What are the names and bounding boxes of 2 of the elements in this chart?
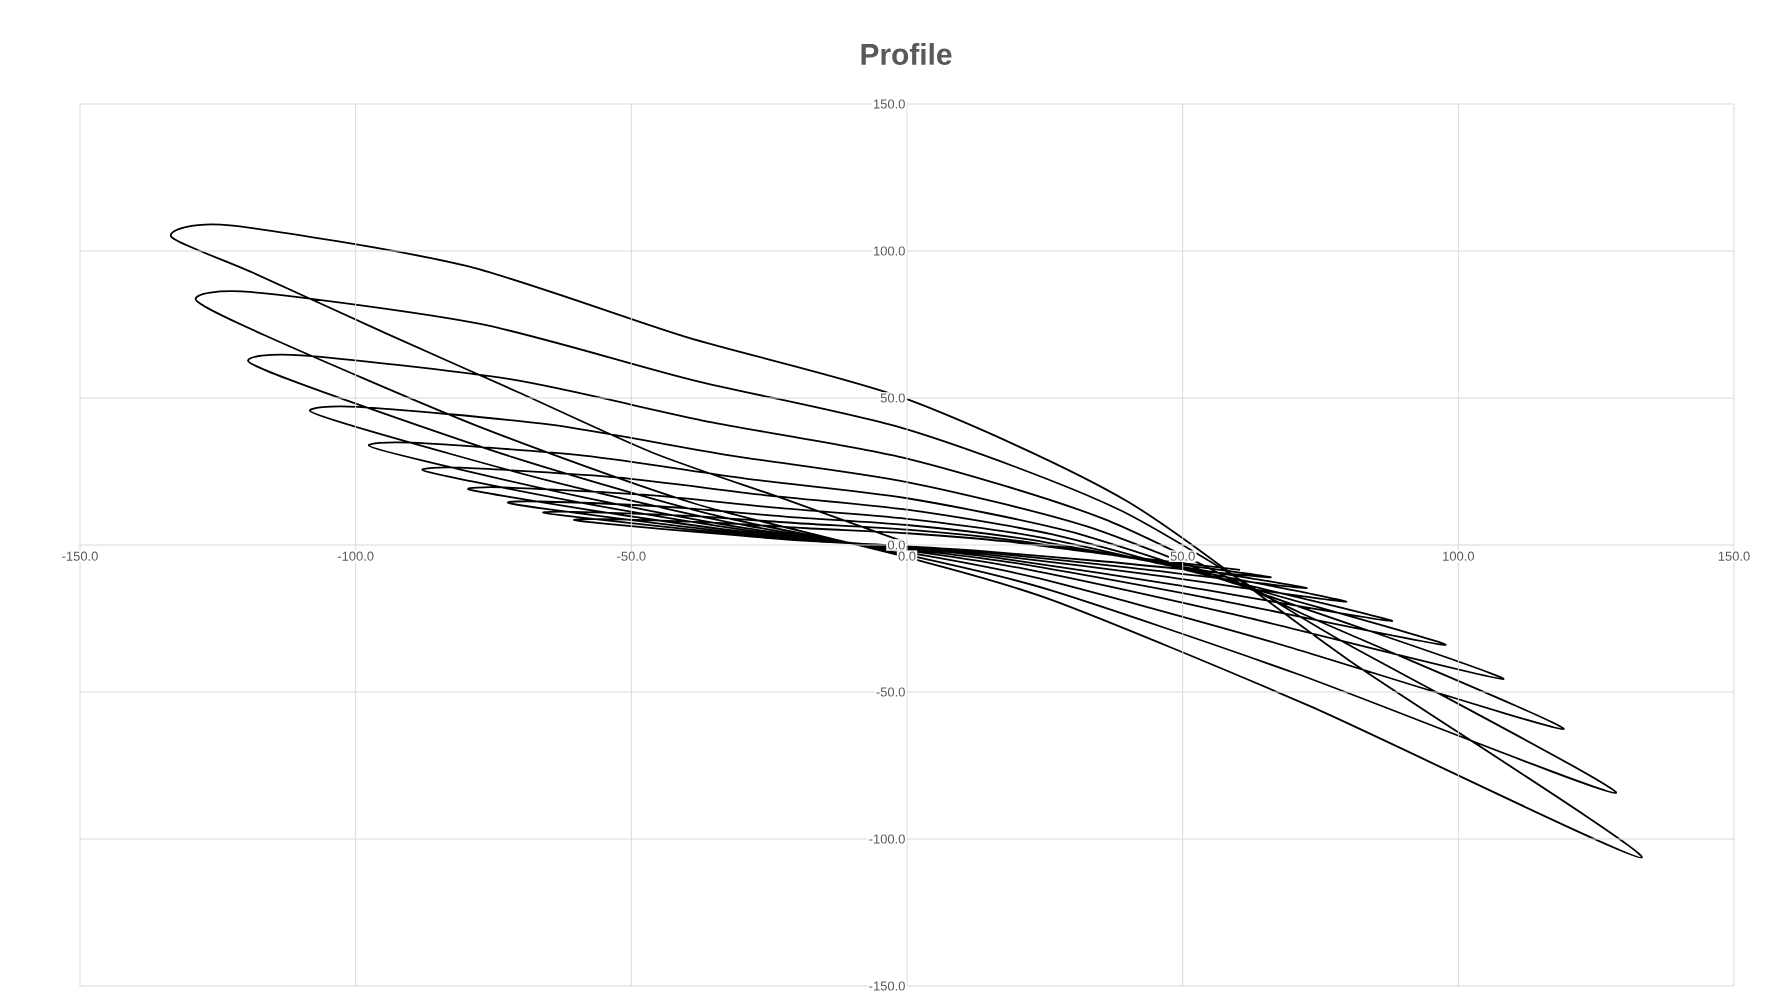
chart-title: Profile bbox=[861, 43, 952, 65]
line-series bbox=[170, 224, 1643, 859]
